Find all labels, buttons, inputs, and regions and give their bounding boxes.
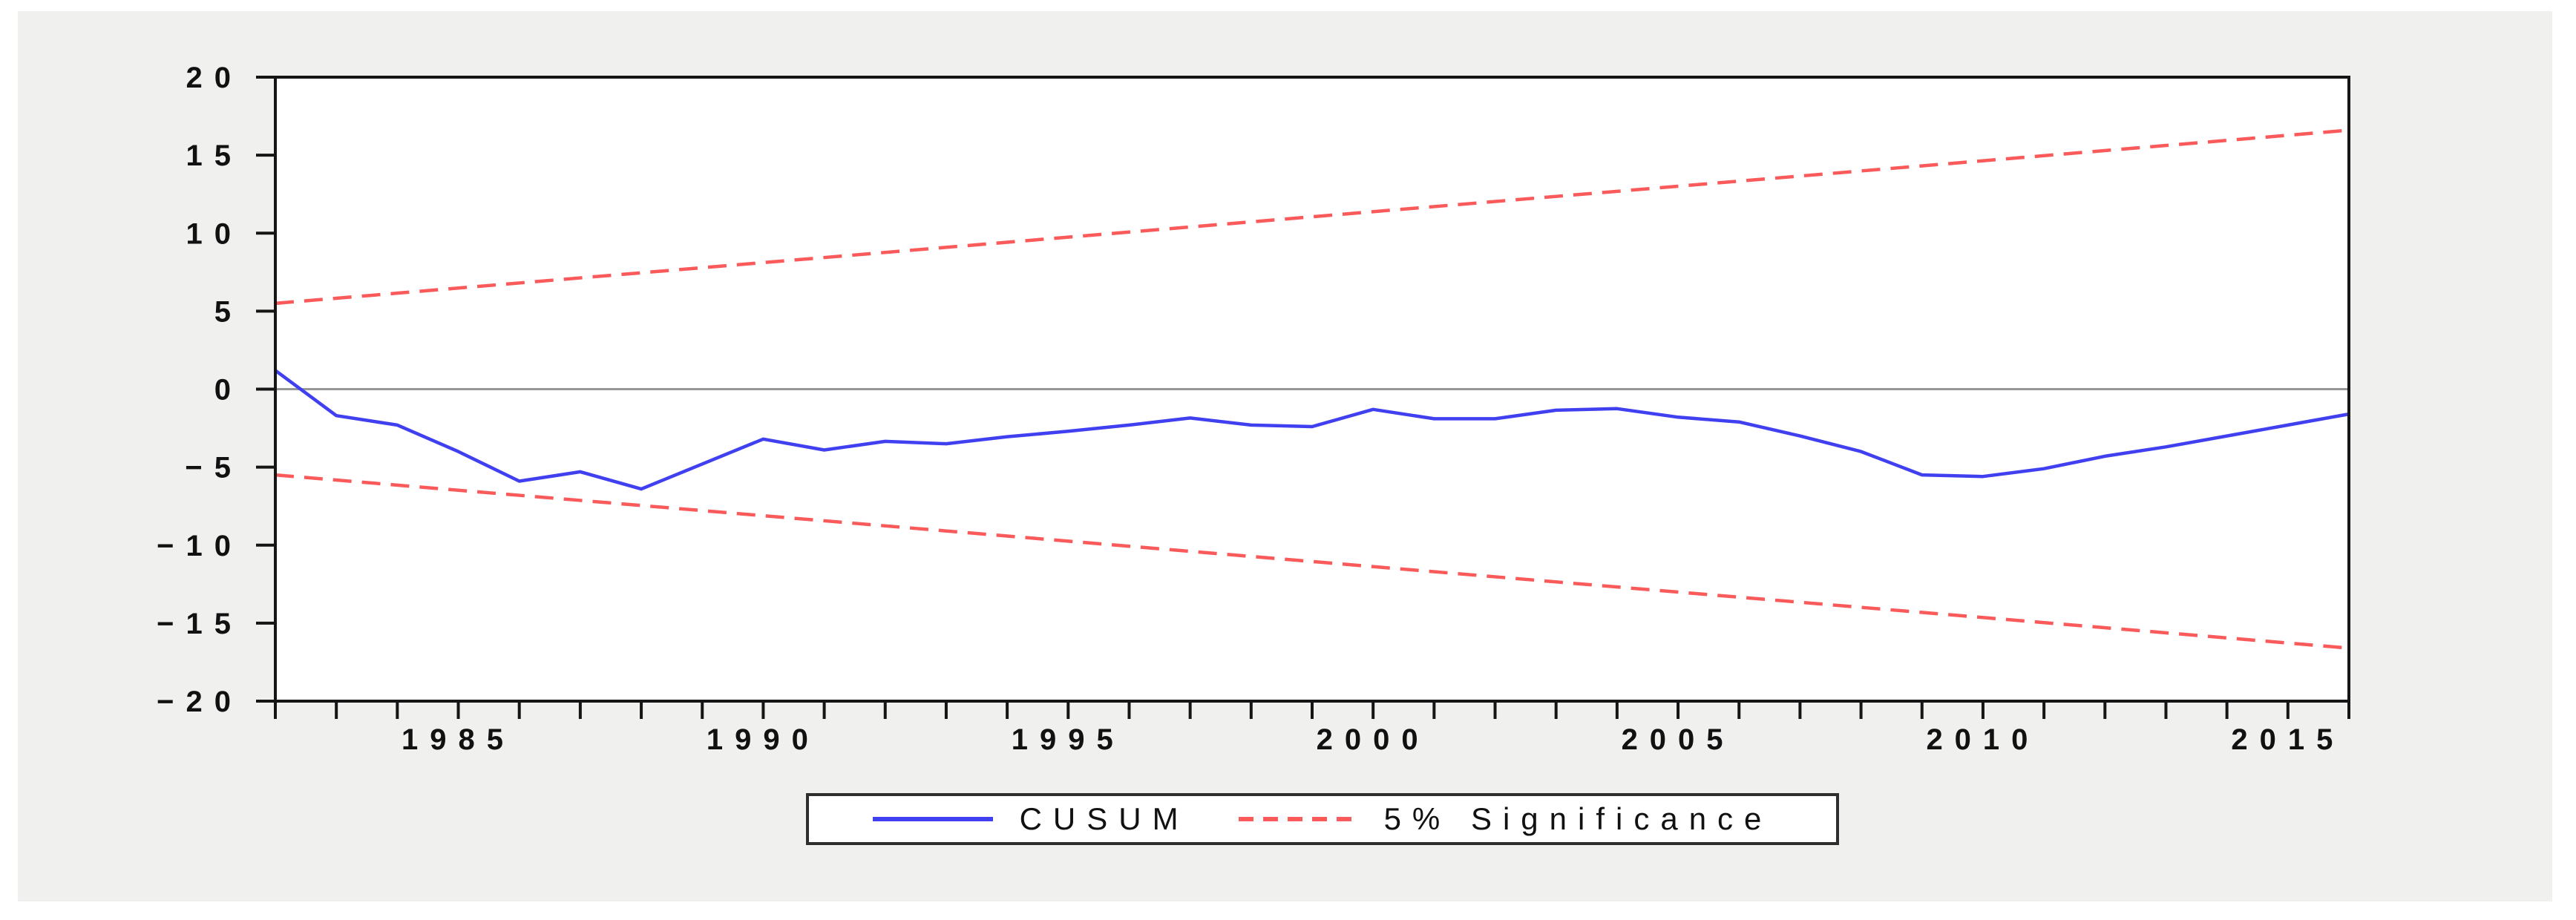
y-axis-tick-label: 0 (214, 374, 243, 407)
legend-significance-label: 5% Significance (1383, 801, 1773, 836)
legend-cusum-line-swatch (872, 817, 993, 821)
x-axis-tick-label: 1995 (1012, 723, 1125, 756)
x-axis-tick-label: 2005 (1622, 723, 1735, 756)
x-axis-tick-label: 2000 (1317, 723, 1430, 756)
chart-legend: CUSUM 5% Significance (806, 793, 1839, 845)
y-axis-tick-label: 15 (186, 139, 243, 172)
legend-significance-line-swatch (1238, 817, 1357, 821)
y-axis-tick-label: −10 (157, 530, 243, 562)
legend-cusum-label: CUSUM (1019, 801, 1190, 836)
y-axis-tick-label: 5 (214, 295, 243, 328)
y-axis-tick-label: 10 (186, 217, 243, 250)
y-axis-tick-label: 20 (186, 62, 243, 94)
y-axis-tick-label: −5 (185, 452, 243, 484)
y-axis-tick-label: −15 (157, 608, 243, 640)
y-axis-tick-label: −20 (157, 686, 243, 718)
x-axis-tick-label: 1985 (402, 723, 515, 756)
x-axis-tick-label: 2015 (2231, 723, 2344, 756)
x-axis-tick-label: 2010 (1926, 723, 2039, 756)
x-axis-tick-label: 1990 (707, 723, 820, 756)
cusum-line (274, 369, 2350, 491)
